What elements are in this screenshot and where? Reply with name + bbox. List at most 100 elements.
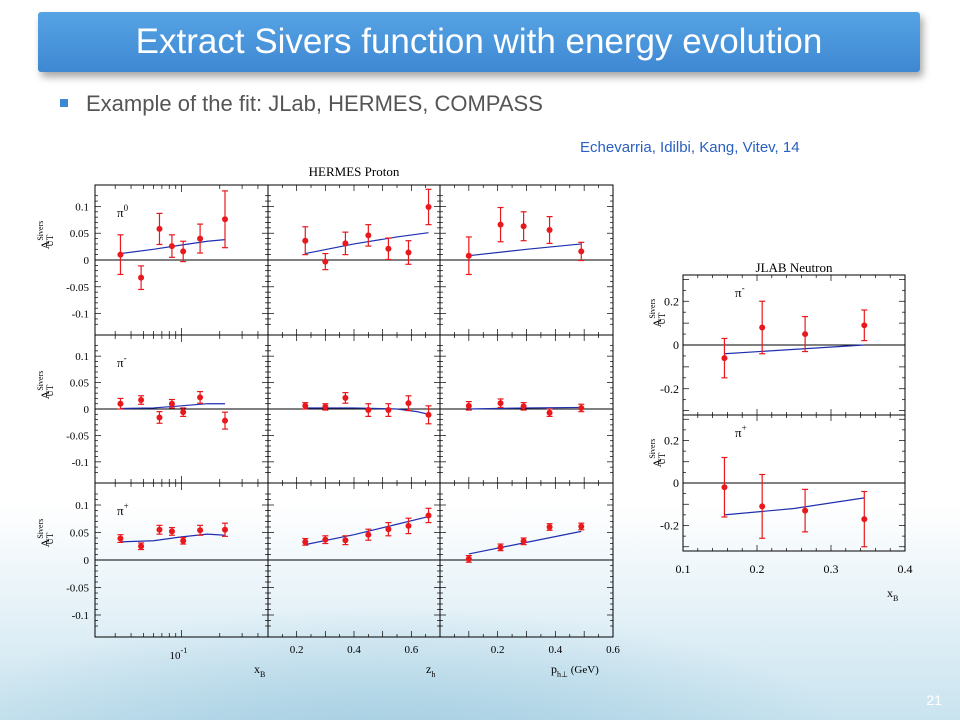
- data-point: [365, 407, 372, 414]
- data-point: [546, 524, 553, 530]
- y-tick-label: -0.1: [72, 610, 89, 622]
- data-point: [425, 411, 432, 418]
- data-point: [222, 216, 229, 223]
- data-point: [861, 516, 868, 523]
- x-tick-label: 0.4: [898, 562, 913, 576]
- y-tick-label: 0: [673, 476, 679, 490]
- chart-title-jlab: JLAB Neutron: [756, 260, 833, 275]
- data-point: [721, 355, 728, 362]
- data-point: [302, 402, 309, 409]
- data-point: [365, 232, 372, 239]
- data-point: [156, 414, 163, 421]
- data-point: [802, 331, 809, 338]
- y-axis-label: ASiversUT: [36, 371, 55, 400]
- y-tick-label: 0.2: [664, 294, 679, 308]
- data-point: [138, 274, 145, 281]
- data-point: [759, 503, 766, 510]
- row-label-pion: π0: [117, 203, 129, 220]
- y-tick-label: 0.05: [70, 528, 90, 540]
- square-bullet-icon: [60, 99, 68, 108]
- x-tick-label: 10-1: [170, 646, 188, 662]
- x-tick-label: 0.1: [676, 562, 691, 576]
- row-label-pion: π+: [735, 423, 747, 440]
- y-tick-label: 0.2: [664, 434, 679, 448]
- fit-curve: [120, 239, 226, 255]
- panel-jlab: [682, 274, 906, 416]
- y-axis-label: ASiversUT: [648, 439, 667, 468]
- data-point: [385, 407, 392, 414]
- data-point: [520, 403, 527, 410]
- y-tick-label: 0.1: [75, 500, 89, 512]
- fit-curve: [468, 243, 582, 257]
- panel-jlab: [682, 414, 906, 552]
- x-tick-label: 0.4: [347, 644, 361, 656]
- row-label-pion: π-: [735, 283, 745, 300]
- data-point: [322, 403, 329, 410]
- x-axis-label: xB: [887, 586, 898, 603]
- y-axis-label: ASiversUT: [36, 519, 55, 548]
- data-point: [465, 252, 472, 259]
- y-tick-label: -0.05: [66, 282, 89, 294]
- panel-hermes: [94, 482, 269, 638]
- y-tick-label: 0.1: [75, 351, 89, 363]
- data-point: [302, 538, 309, 545]
- data-point: [578, 523, 585, 530]
- data-point: [802, 507, 809, 514]
- data-point: [138, 397, 145, 404]
- background-wave: [0, 580, 960, 720]
- data-point: [465, 555, 472, 562]
- y-axis-label: ASiversUT: [648, 299, 667, 328]
- bullet-item: Example of the fit: JLab, HERMES, COMPAS…: [60, 91, 543, 117]
- data-point: [425, 512, 432, 519]
- data-point: [497, 544, 504, 551]
- data-point: [546, 227, 553, 233]
- data-point: [222, 526, 229, 533]
- y-tick-label: -0.05: [66, 430, 89, 442]
- y-tick-label: 0.05: [70, 378, 90, 390]
- x-tick-label: 0.3: [824, 562, 839, 576]
- data-point: [156, 526, 163, 533]
- data-point: [578, 404, 585, 411]
- row-label-pion: π+: [117, 501, 129, 518]
- panel-hermes: [94, 334, 269, 484]
- credit-text: Echevarria, Idilbi, Kang, Vitev, 14: [580, 139, 800, 156]
- data-point: [759, 324, 766, 331]
- data-point: [197, 394, 204, 401]
- fit-curve: [468, 530, 582, 555]
- data-point: [520, 223, 527, 230]
- data-point: [197, 527, 204, 534]
- fit-curve: [724, 344, 865, 355]
- data-point: [138, 543, 145, 550]
- y-tick-label: 0.1: [75, 201, 89, 213]
- page-number: 21: [926, 692, 942, 708]
- data-point: [322, 258, 329, 265]
- x-tick-label: 0.2: [750, 562, 765, 576]
- data-point: [168, 243, 175, 250]
- data-point: [385, 245, 392, 252]
- slide-title: Extract Sivers function with energy evol…: [38, 12, 920, 72]
- x-tick-label: 0.4: [548, 644, 562, 656]
- panel-hermes: [94, 184, 269, 336]
- data-point: [117, 251, 124, 258]
- data-point: [342, 240, 349, 247]
- y-tick-label: -0.05: [66, 583, 89, 595]
- fit-curve: [305, 407, 429, 415]
- y-tick-label: -0.1: [72, 457, 89, 469]
- x-axis-label: ph⊥ (GeV): [551, 662, 599, 679]
- panel-hermes: [439, 482, 614, 638]
- data-point: [861, 322, 868, 329]
- data-point: [197, 235, 204, 242]
- fit-curve: [724, 497, 865, 516]
- data-point: [180, 248, 187, 255]
- x-axis-label: zh: [426, 662, 435, 679]
- x-tick-label: 0.2: [290, 644, 304, 656]
- bullet-text: Example of the fit: JLab, HERMES, COMPAS…: [86, 91, 543, 116]
- data-point: [425, 203, 432, 210]
- data-point: [168, 528, 175, 535]
- x-tick-label: 0.2: [491, 644, 505, 656]
- panel-hermes: [267, 482, 441, 638]
- panel-hermes: [267, 334, 441, 484]
- data-point: [465, 402, 472, 409]
- y-tick-label: 0.05: [70, 228, 90, 240]
- fit-curve: [305, 515, 429, 546]
